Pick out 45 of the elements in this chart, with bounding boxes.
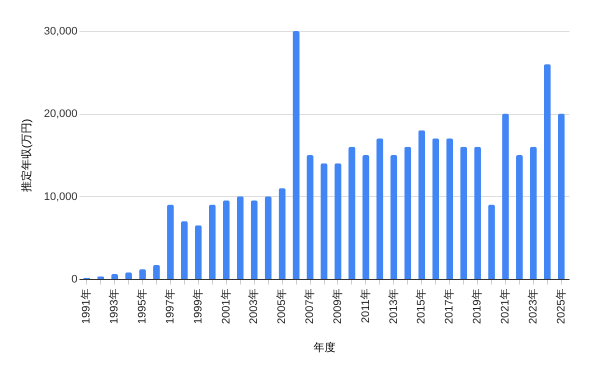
y-tick-label: 10,000 xyxy=(44,190,78,203)
x-tick-label: 2015年 xyxy=(416,288,428,324)
bar xyxy=(278,188,286,279)
x-tick-label: 1993年 xyxy=(108,288,121,324)
x-tick-label: 2019年 xyxy=(472,288,484,324)
bar xyxy=(558,114,565,279)
bar xyxy=(446,138,454,279)
y-tick-label: 30,000 xyxy=(44,26,78,38)
bar xyxy=(432,138,440,279)
x-tick-label: 2007年 xyxy=(304,288,316,324)
bar xyxy=(460,146,468,279)
y-axis-title: 推定年収(万円) xyxy=(20,118,33,192)
bar xyxy=(362,155,370,279)
x-tick-label: 2011年 xyxy=(360,288,372,324)
bar xyxy=(530,146,537,279)
x-tick-label: 1991年 xyxy=(80,288,93,324)
x-axis-title: 年度 xyxy=(314,340,336,354)
x-tick-label: 2023年 xyxy=(527,288,540,324)
x-tick-label: 2009年 xyxy=(332,288,344,324)
bar xyxy=(376,138,384,279)
bar xyxy=(264,196,272,279)
x-tick-label: 2001年 xyxy=(220,288,232,324)
y-tick-label: 20,000 xyxy=(44,108,78,120)
x-tick-label: 2017年 xyxy=(444,288,456,324)
x-tick-label: 2003年 xyxy=(248,288,260,324)
bar xyxy=(418,130,426,279)
x-tick-label: 2005年 xyxy=(276,288,288,324)
bar xyxy=(404,146,412,279)
x-tick-label: 1997年 xyxy=(164,288,176,324)
y-tick-label: 0 xyxy=(71,274,78,286)
x-tick-label: 2021年 xyxy=(499,288,512,324)
bar xyxy=(208,204,216,279)
bar xyxy=(222,200,230,279)
x-tick-label: 2025年 xyxy=(555,288,568,324)
bar xyxy=(180,221,188,279)
bar xyxy=(544,64,551,279)
bar xyxy=(250,200,258,279)
x-tick-label: 1999年 xyxy=(192,288,204,324)
bar xyxy=(236,196,244,279)
bar xyxy=(194,225,202,279)
bar xyxy=(348,146,356,279)
x-tick-label: 1995年 xyxy=(136,288,149,324)
bar xyxy=(292,31,300,279)
x-tick-label: 2013年 xyxy=(388,288,400,324)
bar xyxy=(390,155,398,279)
